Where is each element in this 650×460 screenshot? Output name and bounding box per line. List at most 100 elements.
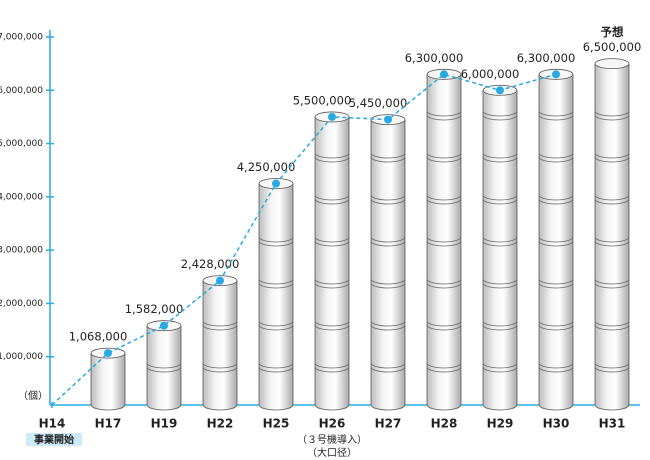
value-label: 6,300,000 — [517, 51, 576, 65]
cylinder-band — [370, 366, 406, 373]
cylinder-band — [538, 278, 574, 285]
cylinder-band — [146, 362, 182, 369]
cylinder-band — [370, 362, 406, 369]
cylinder-band — [258, 282, 294, 289]
cylinder-bottom — [146, 404, 182, 411]
y-tick-label: 1,000,000 — [0, 352, 43, 362]
cylinder-band — [426, 156, 462, 163]
cylinder-band — [314, 152, 350, 159]
cylinder-band — [202, 362, 238, 369]
cylinder-band — [370, 278, 406, 285]
cylinder — [202, 275, 238, 411]
trend-point — [216, 276, 224, 285]
y-tick-label: 3,000,000 — [0, 246, 43, 256]
bar — [147, 325, 181, 405]
trend-point — [104, 349, 112, 358]
cylinder-band — [314, 366, 350, 373]
x-tick-label: H19 — [151, 417, 178, 431]
cylinder-band — [538, 324, 574, 331]
trend-point — [552, 70, 560, 79]
value-label: 2,428,000 — [181, 257, 240, 271]
cylinder-band — [314, 156, 350, 163]
cylinder-band — [202, 366, 238, 373]
cylinder-band — [426, 282, 462, 289]
cylinder-band — [482, 194, 518, 201]
cylinder-bottom — [202, 404, 238, 411]
cylinder-band — [482, 278, 518, 285]
cylinder-band — [426, 362, 462, 369]
cylinder-band — [594, 114, 630, 121]
cylinder-band — [258, 362, 294, 369]
cylinder-band — [538, 320, 574, 327]
bar — [483, 90, 517, 406]
cylinder — [426, 68, 462, 411]
cylinder-band — [426, 324, 462, 331]
trend-line — [51, 73, 557, 406]
cylinder-band — [482, 198, 518, 205]
cylinder-band — [482, 362, 518, 369]
cylinder — [482, 84, 518, 411]
value-label: 6,000,000 — [461, 67, 520, 81]
cylinder-band — [594, 320, 630, 327]
cylinder-bottom — [314, 404, 350, 411]
y-tick-label: 7,000,000 — [0, 33, 43, 43]
bar-note: 予想 — [601, 25, 624, 39]
trend-point — [160, 321, 168, 330]
cylinder-band — [314, 320, 350, 327]
cylinder-bottom — [426, 404, 462, 411]
y-tick-label: 5,000,000 — [0, 139, 43, 149]
y-tick-label: 4,000,000 — [0, 192, 43, 202]
cylinder-band — [482, 320, 518, 327]
cylinder-band — [314, 236, 350, 243]
cylinder-band — [482, 152, 518, 159]
cylinder-band — [594, 152, 630, 159]
cylinder-band — [594, 110, 630, 117]
y-unit: （個） — [18, 389, 48, 402]
cylinder-bottom — [482, 404, 518, 411]
cylinder-band — [370, 240, 406, 247]
cylinder-band — [594, 282, 630, 289]
value-label: 6,300,000 — [405, 51, 464, 65]
cylinder — [258, 178, 294, 411]
bar — [595, 63, 629, 406]
cylinder-band — [594, 240, 630, 247]
cylinder-band — [482, 110, 518, 117]
cylinder — [146, 320, 182, 411]
bar — [371, 119, 405, 405]
cylinder-band — [370, 320, 406, 327]
cylinder-band — [538, 236, 574, 243]
x-tick-label: H29 — [487, 417, 514, 431]
cylinder-band — [426, 236, 462, 243]
trend-point — [496, 86, 504, 95]
value-label: 5,450,000 — [349, 96, 408, 110]
x-tick-label: H25 — [263, 417, 290, 431]
cylinder-band — [202, 324, 238, 331]
cylinder — [538, 68, 574, 411]
cylinder-bottom — [90, 404, 126, 411]
cylinder — [314, 111, 350, 411]
cylinder-band — [426, 320, 462, 327]
x-tick-label: H22 — [207, 417, 234, 431]
value-label: 5,500,000 — [293, 93, 352, 107]
cylinder-band — [426, 194, 462, 201]
cylinder-band — [538, 362, 574, 369]
x-tick-label: H26 — [319, 417, 346, 431]
x-tick-label: H27 — [375, 417, 402, 431]
cylinder-bottom — [370, 404, 406, 411]
cylinder-band — [258, 278, 294, 285]
cylinder-band — [370, 198, 406, 205]
cylinder-band — [202, 320, 238, 327]
trend-point — [328, 112, 336, 121]
cylinder-band — [314, 282, 350, 289]
cylinder-band — [538, 282, 574, 289]
cylinder-band — [482, 156, 518, 163]
cylinder-band — [482, 282, 518, 289]
x-tick-label: H14 — [39, 417, 66, 431]
cylinder-band — [258, 324, 294, 331]
value-label: 1,068,000 — [69, 330, 128, 344]
value-label: 1,582,000 — [125, 302, 184, 316]
cylinder-band — [426, 278, 462, 285]
bar — [427, 74, 461, 406]
cylinder-bottom — [538, 404, 574, 411]
